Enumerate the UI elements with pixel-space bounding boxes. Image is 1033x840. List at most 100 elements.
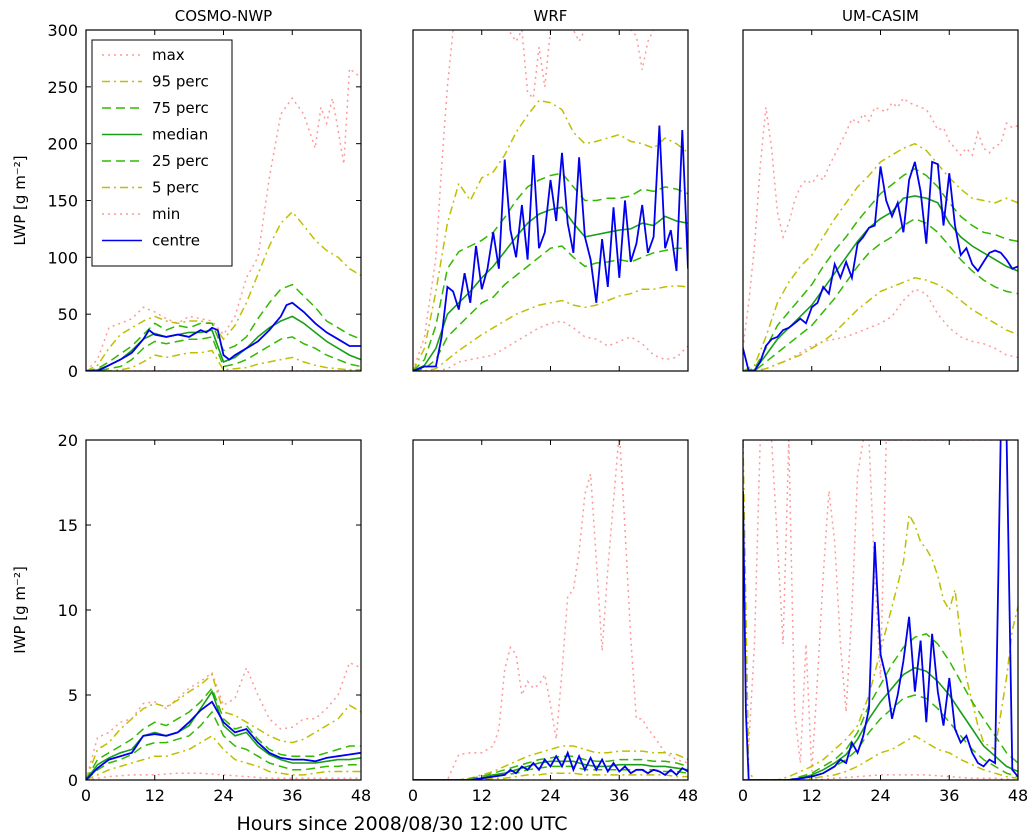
figure-x-axis-label: Hours since 2008/08/30 12:00 UTC: [236, 813, 567, 835]
panel-title: UM-CASIM: [842, 7, 919, 25]
series-line-median: [743, 195, 1018, 371]
series-line-5-perc: [413, 772, 688, 780]
series-line-min: [86, 772, 361, 780]
legend-item-5-perc: 5 perc: [102, 179, 199, 197]
x-tick-label: 48: [1008, 786, 1028, 805]
legend-label: 25 perc: [152, 152, 209, 170]
series-line-centre: [86, 301, 361, 371]
series-line-5-perc: [413, 285, 688, 371]
series-line-max: [86, 67, 361, 371]
series-group: [86, 67, 361, 371]
x-tick-label: 24: [213, 786, 233, 805]
panel-frame: [742, 29, 1019, 372]
series-line-centre: [86, 700, 361, 780]
y-tick-label: 150: [47, 192, 78, 211]
x-tick-label: 0: [408, 786, 418, 805]
panel-cosmo-nwp-lwp: COSMO-NWP 0 50 100 150 200 250 300 LWP [g m⁻²]: [11, 7, 362, 381]
y-tick-label: 250: [47, 78, 78, 97]
legend-item-median: median: [102, 126, 208, 144]
series-line-95-perc: [743, 142, 1018, 371]
series-line-25-perc: [743, 694, 1018, 780]
legend-box: [91, 39, 233, 267]
series-line-5-perc: [743, 277, 1018, 371]
legend-label: 95 perc: [152, 73, 209, 91]
series-line-max: [413, 440, 688, 780]
series-line-95-perc: [743, 440, 1018, 780]
series-group: [743, 97, 1018, 371]
x-tick-label: 36: [609, 786, 629, 805]
series-line-min: [743, 774, 1018, 780]
y-tick-label: 200: [47, 135, 78, 154]
legend-item-min: min: [102, 205, 180, 223]
series-line-95-perc: [86, 673, 361, 780]
x-tick-label: 12: [145, 786, 165, 805]
x-tick-label: 36: [939, 786, 959, 805]
legend-item-95-perc: 95 perc: [102, 73, 209, 91]
series-group: [86, 661, 361, 780]
series-line-median: [86, 689, 361, 780]
series-line-75-perc: [86, 686, 361, 780]
x-tick-label: 24: [540, 786, 560, 805]
series-group: [743, 440, 1018, 780]
legend-item-75-perc: 75 perc: [102, 99, 209, 117]
series-line-5-perc: [86, 734, 361, 780]
legend-item-25-perc: 25 perc: [102, 152, 209, 170]
panel-title: WRF: [534, 7, 568, 25]
panel-cosmo-nwp-iwp: 0 5 10 15 20 IWP [g m⁻²] 0 12 24 36 48: [11, 431, 371, 805]
y-tick-label: 50: [58, 305, 78, 324]
series-line-25-perc: [86, 710, 361, 780]
series-line-max: [743, 97, 1018, 349]
series-line-centre: [743, 160, 1018, 371]
series-line-median: [86, 315, 361, 371]
legend-label: min: [152, 205, 180, 223]
panel-wrf-lwp: WRF: [412, 7, 689, 372]
y-tick-label: 20: [58, 431, 78, 450]
legend-label: median: [152, 126, 208, 144]
legend-item-centre: centre: [102, 232, 200, 250]
legend: max 95 perc 75 perc median 25 perc 5 perc min c…: [91, 39, 233, 267]
panel-frame: [412, 29, 689, 372]
series-line-75-perc: [413, 172, 688, 371]
series-line-min: [413, 320, 688, 371]
legend-label: 5 perc: [152, 179, 199, 197]
series-line-25-perc: [743, 217, 1018, 371]
series-group: [413, 440, 688, 780]
legend-label: 75 perc: [152, 99, 209, 117]
y-axis-label: LWP [g m⁻²]: [11, 155, 29, 245]
panel-wrf-iwp: 0 12 24 36 48: [408, 439, 698, 805]
x-tick-label: 0: [81, 786, 91, 805]
y-tick-label: 0: [68, 362, 78, 381]
series-line-centre: [413, 750, 688, 780]
series-line-median: [413, 206, 688, 371]
legend-label: max: [152, 46, 185, 64]
y-tick-label: 5: [68, 686, 78, 705]
y-tick-label: 0: [68, 771, 78, 790]
series-line-75-perc: [743, 167, 1018, 371]
y-tick-label: 100: [47, 248, 78, 267]
panel-frame: [742, 439, 1019, 781]
x-tick-label: 0: [738, 786, 748, 805]
series-line-75-perc: [86, 283, 361, 371]
legend-label: centre: [152, 232, 200, 250]
x-tick-label: 48: [351, 786, 371, 805]
series-line-25-perc: [86, 336, 361, 371]
series-line-centre: [743, 440, 1018, 780]
x-tick-label: 12: [802, 786, 822, 805]
x-tick-label: 48: [678, 786, 698, 805]
y-tick-label: 300: [47, 21, 78, 40]
y-tick-label: 10: [58, 601, 78, 620]
y-tick-label: 15: [58, 516, 78, 535]
series-line-95-perc: [413, 99, 688, 371]
panel-um-casim-lwp: UM-CASIM: [742, 7, 1019, 372]
x-tick-label: 12: [472, 786, 492, 805]
legend-item-max: max: [102, 46, 185, 64]
series-line-95-perc: [86, 210, 361, 371]
series-line-5-perc: [743, 734, 1018, 780]
y-axis-label: IWP [g m⁻²]: [11, 566, 29, 654]
x-tick-label: 36: [282, 786, 302, 805]
series-line-centre: [413, 125, 688, 371]
series-line-min: [743, 288, 1018, 371]
series-line-max: [413, 30, 656, 371]
